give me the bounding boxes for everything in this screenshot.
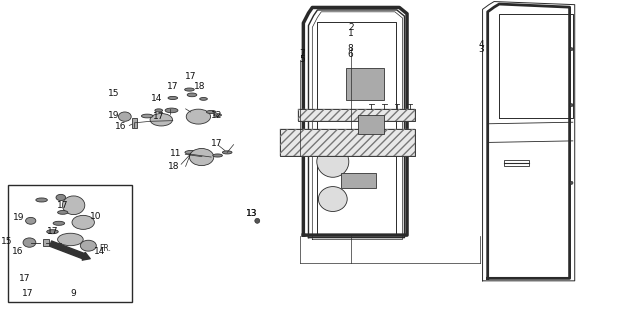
Ellipse shape	[165, 108, 178, 113]
Circle shape	[255, 218, 260, 223]
Ellipse shape	[58, 233, 83, 246]
Ellipse shape	[150, 114, 173, 126]
Ellipse shape	[63, 196, 85, 215]
Text: 3: 3	[479, 45, 484, 54]
Circle shape	[570, 181, 573, 184]
Ellipse shape	[26, 217, 36, 224]
Text: 11: 11	[170, 150, 182, 158]
Ellipse shape	[206, 110, 216, 114]
Bar	[280, 129, 415, 156]
Ellipse shape	[212, 154, 223, 157]
Ellipse shape	[47, 230, 58, 234]
Text: 6: 6	[348, 50, 353, 59]
Text: 1: 1	[348, 29, 353, 38]
Ellipse shape	[168, 96, 178, 100]
Text: 18: 18	[194, 82, 205, 91]
Bar	[346, 68, 384, 100]
Text: 17: 17	[19, 274, 30, 283]
Bar	[43, 239, 49, 247]
Text: 14: 14	[151, 95, 163, 103]
Text: 17: 17	[153, 112, 164, 121]
Ellipse shape	[185, 151, 196, 154]
Ellipse shape	[53, 221, 65, 225]
Text: 18: 18	[168, 162, 180, 171]
Ellipse shape	[214, 114, 221, 116]
Text: 17: 17	[22, 290, 33, 298]
Circle shape	[570, 48, 573, 51]
Bar	[341, 173, 376, 188]
Ellipse shape	[200, 98, 207, 100]
Ellipse shape	[72, 215, 95, 229]
Text: 2: 2	[348, 23, 353, 32]
Circle shape	[570, 104, 573, 107]
Ellipse shape	[223, 151, 232, 154]
Text: 19: 19	[108, 111, 120, 119]
Ellipse shape	[189, 149, 214, 165]
Text: 15: 15	[1, 237, 12, 245]
Ellipse shape	[186, 109, 211, 124]
Text: 10: 10	[90, 212, 102, 220]
Text: 16: 16	[115, 123, 126, 131]
Text: 16: 16	[12, 248, 24, 256]
Text: 12: 12	[211, 111, 222, 120]
Ellipse shape	[319, 187, 347, 211]
Ellipse shape	[58, 211, 68, 214]
Ellipse shape	[36, 198, 47, 202]
Text: 13: 13	[246, 209, 257, 217]
Text: 17: 17	[211, 139, 222, 148]
Bar	[358, 115, 384, 134]
Ellipse shape	[81, 240, 97, 251]
Text: 7: 7	[300, 49, 305, 58]
Text: 4: 4	[479, 40, 484, 49]
Text: 17: 17	[167, 82, 179, 91]
Text: 13: 13	[246, 209, 257, 217]
Ellipse shape	[118, 112, 131, 121]
Text: 14: 14	[93, 248, 105, 256]
Text: 19: 19	[13, 213, 25, 222]
Ellipse shape	[23, 238, 36, 247]
Ellipse shape	[56, 194, 65, 201]
Text: 9: 9	[71, 290, 76, 298]
Text: 17: 17	[47, 227, 58, 236]
Text: 17: 17	[185, 72, 196, 81]
Ellipse shape	[187, 93, 197, 97]
Ellipse shape	[155, 109, 163, 112]
Bar	[298, 109, 415, 121]
Bar	[504, 160, 529, 166]
Text: 8: 8	[348, 44, 353, 53]
Ellipse shape	[141, 114, 153, 118]
Bar	[132, 118, 137, 128]
Text: 15: 15	[108, 89, 120, 98]
Ellipse shape	[184, 88, 195, 91]
FancyArrowPatch shape	[50, 241, 90, 260]
Text: FR.: FR.	[99, 244, 111, 253]
Text: 5: 5	[300, 55, 305, 64]
Bar	[8, 185, 132, 302]
Text: 17: 17	[57, 201, 68, 210]
Bar	[280, 129, 415, 156]
Bar	[298, 109, 415, 121]
Ellipse shape	[317, 146, 349, 177]
